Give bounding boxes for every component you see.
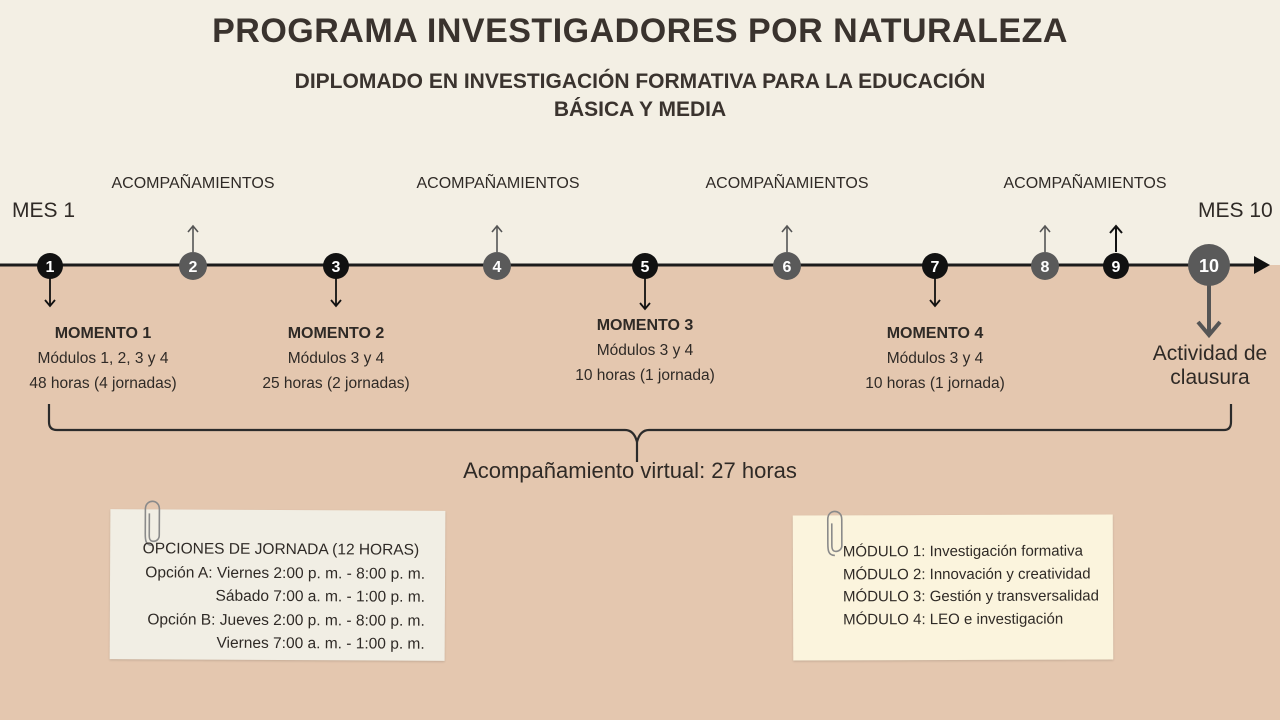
module-line-1: MÓDULO 1: Investigación formativa xyxy=(842,542,1083,561)
module-line-3: MÓDULO 3: Gestión y transversalidad xyxy=(843,587,1099,606)
node-6-number: 6 xyxy=(783,259,792,276)
node-3-number: 3 xyxy=(332,259,341,276)
jornada-line-1: Opción A: Viernes 2:00 p. m. - 8:00 p. m… xyxy=(145,563,426,583)
down-arrow-node-7 xyxy=(929,278,941,308)
down-arrow-node-3 xyxy=(330,278,342,308)
acompanamiento-label-2: ACOMPAÑAMIENTOS xyxy=(416,175,580,192)
acompanamiento-label-4: ACOMPAÑAMIENTOS xyxy=(1003,175,1167,192)
subtitle-line-1: DIPLOMADO EN INVESTIGACIÓN FORMATIVA PAR… xyxy=(294,70,986,93)
timeline-node-1: 1 xyxy=(37,253,63,279)
closing-line-2: clausura xyxy=(1170,366,1250,389)
down-arrow-node-10 xyxy=(1196,285,1222,339)
header-background xyxy=(0,0,1280,265)
up-arrow-node-6 xyxy=(781,224,793,252)
down-arrow-node-1 xyxy=(44,278,56,308)
down-arrow-node-5 xyxy=(639,278,651,311)
jornada-options-note: OPCIONES DE JORNADA (12 HORAS) Opción A:… xyxy=(109,500,446,661)
up-arrow-node-4 xyxy=(491,224,503,252)
modules-text: MÓDULO 1: Investigación formativa MÓDULO… xyxy=(843,540,1099,631)
moment-4-modules: Módulos 3 y 4 xyxy=(886,350,984,367)
timeline-node-3: 3 xyxy=(323,253,349,279)
jornada-line-3: Opción B: Jueves 2:00 p. m. - 8:00 p. m. xyxy=(147,610,425,630)
subtitle-line-2: BÁSICA Y MEDIA xyxy=(553,98,727,121)
node-4-number: 4 xyxy=(493,259,502,276)
paperclip-icon xyxy=(144,500,161,547)
page-title: PROGRAMA INVESTIGADORES POR NATURALEZA xyxy=(212,12,1068,50)
moment-2-title: MOMENTO 2 xyxy=(287,325,385,342)
timeline-node-8: 8 xyxy=(1031,252,1059,280)
node-5-number: 5 xyxy=(641,259,650,276)
node-2-number: 2 xyxy=(189,259,198,276)
timeline-node-10: 10 xyxy=(1188,244,1230,286)
up-arrow-node-8 xyxy=(1039,224,1051,252)
jornada-line-2: Sábado 7:00 a. m. - 1:00 p. m. xyxy=(215,587,425,606)
node-7-number: 7 xyxy=(931,259,940,276)
moment-4-title: MOMENTO 4 xyxy=(886,325,984,342)
moment-1-title: MOMENTO 1 xyxy=(54,325,152,342)
up-arrow-node-2 xyxy=(187,224,199,252)
jornada-options-text: OPCIONES DE JORNADA (12 HORAS) Opción A:… xyxy=(142,537,425,656)
timeline-node-5: 5 xyxy=(632,253,658,279)
virtual-brace xyxy=(47,404,1233,443)
moment-3: MOMENTO 3 Módulos 3 y 4 10 horas (1 jorn… xyxy=(535,313,755,388)
closing-activity: Actividad de clausura xyxy=(1140,342,1280,390)
moment-4-hours: 10 horas (1 jornada) xyxy=(865,375,1005,392)
moment-4: MOMENTO 4 Módulos 3 y 4 10 horas (1 jorn… xyxy=(825,321,1045,396)
node-1-number: 1 xyxy=(46,259,55,276)
moment-3-title: MOMENTO 3 xyxy=(596,317,694,334)
acompanamiento-label-3: ACOMPAÑAMIENTOS xyxy=(705,175,869,192)
moment-2-modules: Módulos 3 y 4 xyxy=(287,350,385,367)
node-10-number: 10 xyxy=(1199,256,1219,276)
paperclip-icon xyxy=(826,510,843,557)
page-subtitle: DIPLOMADO EN INVESTIGACIÓN FORMATIVA PAR… xyxy=(0,68,1280,124)
moment-1-modules: Módulos 1, 2, 3 y 4 xyxy=(37,350,169,367)
moment-1-hours: 48 horas (4 jornadas) xyxy=(29,375,177,392)
virtual-accompaniment-label: Acompañamiento virtual: 27 horas xyxy=(463,458,797,483)
timeline-node-4: 4 xyxy=(483,252,511,280)
jornada-line-4: Viernes 7:00 a. m. - 1:00 p. m. xyxy=(216,634,425,653)
moment-3-modules: Módulos 3 y 4 xyxy=(596,342,694,359)
node-8-number: 8 xyxy=(1041,259,1050,276)
moment-3-hours: 10 horas (1 jornada) xyxy=(575,367,715,384)
module-line-4: MÓDULO 4: LEO e investigación xyxy=(843,610,1064,628)
timeline-arrowhead xyxy=(1254,256,1270,274)
closing-line-1: Actividad de xyxy=(1152,342,1268,365)
start-month-label: MES 1 xyxy=(12,199,76,222)
timeline-node-2: 2 xyxy=(179,252,207,280)
modules-note: MÓDULO 1: Investigación formativa MÓDULO… xyxy=(792,510,1114,661)
module-line-2: MÓDULO 2: Innovación y creatividad xyxy=(842,565,1091,583)
moment-1: MOMENTO 1 Módulos 1, 2, 3 y 4 48 horas (… xyxy=(0,321,213,396)
timeline-node-6: 6 xyxy=(773,252,801,280)
moment-2-hours: 25 horas (2 jornadas) xyxy=(262,375,410,392)
moment-2: MOMENTO 2 Módulos 3 y 4 25 horas (2 jorn… xyxy=(226,321,446,396)
end-month-label: MES 10 xyxy=(1198,199,1273,222)
timeline-node-7: 7 xyxy=(922,253,948,279)
node-9-number: 9 xyxy=(1112,259,1121,276)
jornada-heading: OPCIONES DE JORNADA (12 HORAS) xyxy=(142,540,420,559)
up-arrow-node-9 xyxy=(1109,224,1123,252)
timeline-node-9: 9 xyxy=(1103,253,1129,279)
acompanamiento-label-1: ACOMPAÑAMIENTOS xyxy=(111,175,275,192)
